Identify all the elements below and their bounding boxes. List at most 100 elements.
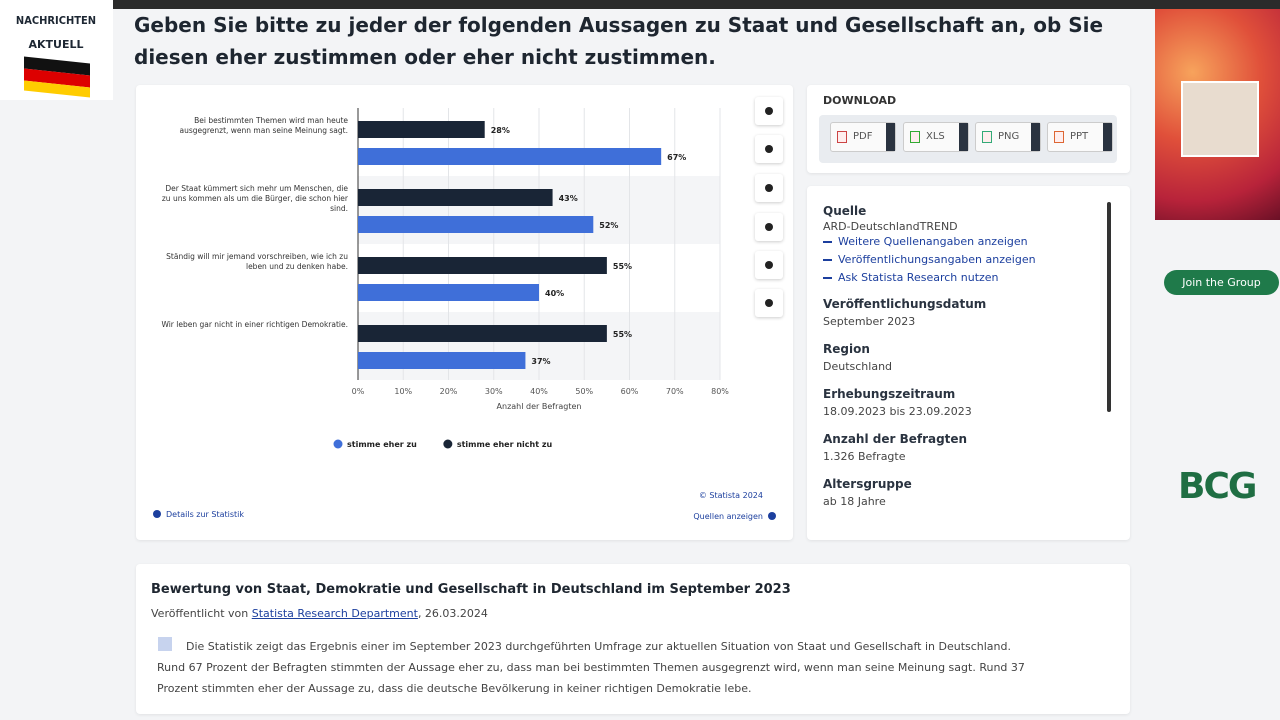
value-label: 55% <box>613 262 632 271</box>
info-label: Quelle <box>823 204 867 218</box>
legend-label: stimme eher zu <box>347 440 417 449</box>
info-link[interactable]: Ask Statista Research nutzen <box>823 269 1103 287</box>
ad-image[interactable] <box>1155 9 1280 220</box>
info-list: Quelle ARD-DeutschlandTREND Weitere Quel… <box>823 204 1103 522</box>
download-label[interactable]: PDF <box>853 131 873 142</box>
x-tick-label: 30% <box>485 387 503 396</box>
sources-link: Quellen anzeigen <box>693 512 763 521</box>
value-label: 40% <box>545 289 564 298</box>
copyright: © Statista 2024 <box>699 491 763 500</box>
tool-button[interactable] <box>755 97 783 125</box>
chart-card: 0% 10% 20% 30% 40% 50% 60% 70% 80% Anzahl der Bef… <box>136 85 793 540</box>
category-label-box: Ständig will mir jemand vorschreiben, wi… <box>166 252 348 271</box>
category-label: Ständig will mir jemand vorschreiben, wi… <box>166 252 348 271</box>
category-label-box: Der Staat kümmert sich mehr um Menschen,… <box>161 184 348 213</box>
ad-button[interactable]: Join the Group <box>1164 270 1279 295</box>
chart-tools <box>753 85 787 325</box>
bar <box>358 121 485 138</box>
info-value: 18.09.2023 bis 23.09.2023 <box>823 405 972 418</box>
link-text[interactable]: Weitere Quellenangaben anzeigen <box>838 235 1028 248</box>
x-tick-label: 60% <box>621 387 639 396</box>
bar <box>358 216 594 233</box>
bar <box>358 257 607 274</box>
ad-photo <box>1181 81 1259 157</box>
details-link: Details zur Statistik <box>166 510 244 519</box>
tool-button[interactable] <box>755 135 783 163</box>
bar <box>358 325 607 342</box>
x-tick-label: 10% <box>394 387 412 396</box>
publisher-link[interactable]: Statista Research Department <box>251 607 418 620</box>
info-value: Deutschland <box>823 360 893 373</box>
x-tick-label: 40% <box>530 387 548 396</box>
download-card: DOWNLOAD PDF XLS PNG PPT <box>807 85 1130 173</box>
info-label: Region <box>823 342 870 356</box>
info-card: Quelle ARD-DeutschlandTREND Weitere Quel… <box>807 186 1130 540</box>
category-label-box: Bei bestimmten Themen wird man heute aus… <box>179 116 348 135</box>
tool-button[interactable] <box>755 174 783 202</box>
legend-swatch <box>443 439 453 449</box>
bar <box>358 148 662 165</box>
info-icon <box>153 510 161 518</box>
info-label: Altersgruppe <box>823 477 912 491</box>
info-value: 1.326 Befragte <box>823 450 906 463</box>
category-label-box: Wir leben gar nicht in einer richtigen D… <box>161 320 348 329</box>
bar <box>358 352 526 369</box>
tool-button[interactable] <box>755 213 783 241</box>
value-label: 55% <box>613 330 632 339</box>
value-label: 67% <box>667 153 686 162</box>
category-label: Wir leben gar nicht in einer richtigen D… <box>161 320 348 329</box>
tool-button[interactable] <box>755 251 783 279</box>
chart: 0% 10% 20% 30% 40% 50% 60% 70% 80% Anzahl der Bef… <box>153 108 776 521</box>
value-label: 37% <box>531 357 550 366</box>
scrollbar[interactable] <box>1107 202 1111 412</box>
value-label: 52% <box>599 221 618 230</box>
link-text[interactable]: Veröffentlichungsangaben anzeigen <box>838 253 1036 266</box>
info-link[interactable]: Weitere Quellenangaben anzeigen <box>823 233 1103 251</box>
ad-brand[interactable]: BCG <box>1178 466 1257 507</box>
value-label: 28% <box>491 126 510 135</box>
logo: NACHRICHTEN AKTUELL <box>0 0 113 100</box>
legend-label: stimme eher nicht zu <box>457 440 553 449</box>
download-button[interactable]: PDF <box>830 122 896 152</box>
download-label[interactable]: XLS <box>926 131 945 142</box>
info-label: Anzahl der Befragten <box>823 432 968 446</box>
category-label: Der Staat kümmert sich mehr um Menschen,… <box>161 184 348 213</box>
top-bar <box>0 0 1280 9</box>
x-tick-label: 20% <box>440 387 458 396</box>
download-button[interactable]: PNG <box>975 122 1041 152</box>
logo-text: NACHRICHTEN <box>15 14 97 27</box>
description-text: Die Statistik zeigt das Ergebnis einer i… <box>157 640 1025 695</box>
question: Geben Sie bitte zu jeder der folgenden A… <box>134 13 1104 69</box>
x-tick-label: 80% <box>711 387 729 396</box>
value-label: 43% <box>559 194 578 203</box>
x-tick-label: 50% <box>575 387 593 396</box>
info-label: Veröffentlichungsdatum <box>823 297 987 311</box>
link-text[interactable]: Ask Statista Research nutzen <box>838 271 999 284</box>
info-value: ab 18 Jahre <box>823 495 886 508</box>
stat-icon <box>158 637 172 651</box>
bar <box>358 189 553 206</box>
download-button[interactable]: PPT <box>1047 122 1113 152</box>
published: Veröffentlicht von Statista Research Dep… <box>151 607 488 620</box>
description-card: Bewertung von Staat, Demokratie und Gese… <box>136 564 1130 714</box>
x-tick-label: 0% <box>352 387 365 396</box>
info-link[interactable]: Veröffentlichungsangaben anzeigen <box>823 251 1103 269</box>
download-label[interactable]: PNG <box>998 131 1020 142</box>
published-prefix: Veröffentlicht von <box>151 607 249 620</box>
tool-button[interactable] <box>755 289 783 317</box>
download-label[interactable]: PPT <box>1070 131 1089 142</box>
logo-text: AKTUELL <box>28 38 84 51</box>
x-tick-label: 70% <box>666 387 684 396</box>
category-label: Bei bestimmten Themen wird man heute aus… <box>179 116 348 135</box>
description-title: Bewertung von Staat, Demokratie und Gese… <box>151 582 791 597</box>
published-date: , 26.03.2024 <box>417 607 488 620</box>
info-value: September 2023 <box>823 315 916 328</box>
download-button[interactable]: XLS <box>903 122 969 152</box>
download-title: DOWNLOAD <box>823 94 897 107</box>
info-value: ARD-DeutschlandTREND <box>823 220 958 233</box>
info-label: Erhebungszeitraum <box>823 387 956 401</box>
legend-swatch <box>333 439 343 449</box>
info-icon <box>768 512 776 520</box>
bar <box>358 284 539 301</box>
